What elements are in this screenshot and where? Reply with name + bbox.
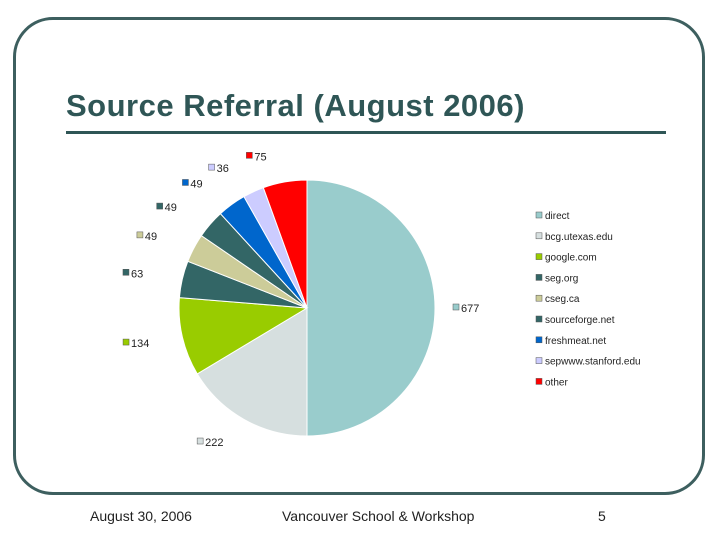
legend-label-1: bcg.utexas.edu xyxy=(545,232,613,243)
title-underline xyxy=(66,131,666,134)
legend-swatch-3 xyxy=(535,274,543,281)
data-label-swatch-2 xyxy=(122,338,130,346)
legend-label-4: cseg.ca xyxy=(545,294,580,305)
data-label-3: 63 xyxy=(131,268,143,280)
legend-label-7: sepwww.stanford.edu xyxy=(545,357,641,368)
data-label-2: 134 xyxy=(131,338,149,350)
data-label-5: 49 xyxy=(165,202,177,214)
legend-swatch-4 xyxy=(535,294,543,302)
data-label-0: 677 xyxy=(461,303,479,315)
pie-slice-8 xyxy=(262,179,308,309)
pie-slice-0 xyxy=(306,179,436,437)
footer-center: Vancouver School & Workshop xyxy=(282,508,475,524)
data-label-swatch-6 xyxy=(182,179,189,186)
legend-label-2: google.com xyxy=(545,253,597,264)
data-label-swatch-5 xyxy=(156,202,163,210)
data-label-1: 222 xyxy=(205,437,223,449)
data-label-7: 36 xyxy=(217,163,229,175)
legend-swatch-8 xyxy=(535,378,543,385)
data-label-swatch-3 xyxy=(122,269,130,276)
data-label-swatch-4 xyxy=(136,231,144,239)
legend-label-8: other xyxy=(545,377,568,388)
legend-swatch-7 xyxy=(535,357,543,364)
data-label-4: 49 xyxy=(145,231,157,243)
legend-label-5: sourceforge.net xyxy=(545,315,615,326)
legend-swatch-5 xyxy=(535,315,543,323)
legend-label-6: freshmeat.net xyxy=(545,336,606,347)
slide-title: Source Referral (August 2006) xyxy=(66,88,525,123)
data-label-swatch-7 xyxy=(208,163,215,171)
page-number: 5 xyxy=(598,508,606,524)
slide-frame xyxy=(13,17,705,495)
pie-slice-2 xyxy=(178,297,309,375)
footer-date: August 30, 2006 xyxy=(90,508,192,524)
legend-swatch-1 xyxy=(535,232,543,240)
legend-label-3: seg.org xyxy=(545,273,578,284)
legend-swatch-0 xyxy=(535,211,543,219)
data-label-swatch-8 xyxy=(246,152,253,159)
data-label-swatch-1 xyxy=(196,437,204,445)
data-label-8: 75 xyxy=(254,151,266,163)
legend-swatch-2 xyxy=(535,253,543,260)
data-label-swatch-0 xyxy=(452,303,460,311)
legend-swatch-6 xyxy=(535,336,543,344)
pie-slice-1 xyxy=(196,307,308,437)
legend-label-0: direct xyxy=(545,211,570,222)
data-label-6: 49 xyxy=(190,178,202,190)
